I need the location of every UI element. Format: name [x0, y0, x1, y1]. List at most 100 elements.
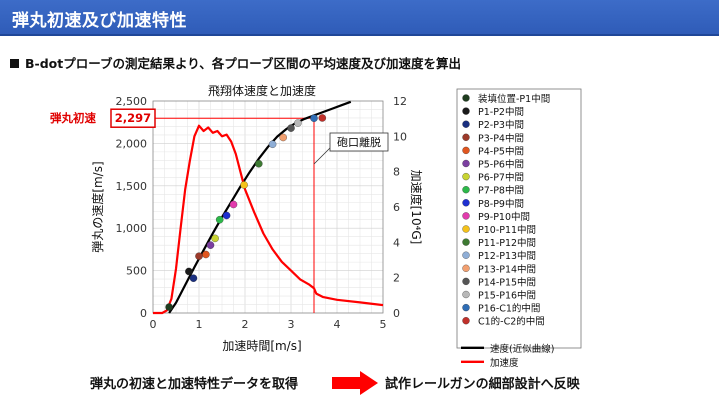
footer-left-text: 弾丸の初速と加速特性データを取得 — [90, 377, 299, 392]
legend-marker — [462, 133, 470, 141]
data-point — [206, 241, 215, 249]
legend-marker — [462, 251, 470, 259]
legend-label: P8-P9中間 — [478, 198, 524, 210]
x-tick-label: 2 — [242, 318, 249, 331]
legend-marker — [462, 186, 470, 194]
data-point — [195, 252, 203, 260]
x-tick-label: 1 — [196, 318, 203, 331]
data-point — [268, 140, 277, 148]
legend-label: P11-P12中間 — [478, 237, 536, 249]
legend-label: P16-C1的中間 — [478, 303, 540, 315]
legend-label: P7-P8中間 — [478, 185, 524, 197]
y-axis-label: 弾丸の速度[m/s] — [90, 161, 105, 252]
legend-label: P6-P7中間 — [478, 172, 524, 184]
legend-marker — [462, 212, 470, 220]
legend-marker — [462, 264, 470, 272]
legend-marker — [462, 238, 470, 246]
y-tick-label: 2,000 — [116, 137, 148, 150]
y-tick-labels: 0 500 1,000 1,500 2,000 2,500 — [116, 95, 148, 320]
data-point — [240, 181, 248, 189]
data-point — [222, 211, 231, 220]
y2-tick-labels: 0 2 4 6 8 10 12 — [393, 95, 407, 320]
title-bar: 弾丸初速及び加速特性 — [0, 0, 719, 36]
x-axis-label: 加速時間[m/s] — [222, 339, 301, 353]
x-tick-label: 0 — [150, 318, 157, 331]
data-point — [255, 160, 263, 168]
x-tick-label: 5 — [380, 318, 387, 331]
legend-marker — [462, 120, 470, 128]
y-tick-label: 1,500 — [116, 180, 148, 193]
legend-label: C1的-C2的中間 — [478, 316, 545, 328]
initial-velocity-label: 弾丸初速 — [50, 111, 96, 125]
footer-right-text: 試作レールガンの細部設計へ反映 — [385, 377, 580, 392]
footer: 弾丸の初速と加速特性データを取得 試作レールガンの細部設計へ反映 — [0, 371, 719, 395]
data-point — [215, 215, 224, 224]
legend-label: P2-P3中間 — [478, 119, 524, 131]
data-point — [165, 303, 173, 311]
data-point — [279, 133, 287, 142]
y2-tick-label: 6 — [393, 201, 400, 214]
series-line — [168, 100, 352, 314]
y-tick-label: 2,500 — [116, 95, 148, 108]
y2-tick-label: 2 — [393, 272, 400, 285]
legend-label: 装填位置-P1中間 — [478, 93, 550, 105]
y2-axis-label: 加速度[10⁴G] — [409, 170, 424, 245]
legend-marker — [462, 199, 470, 207]
muzzle-exit-box — [329, 132, 389, 152]
subtitle: B-dotプローブの測定結果より、各プローブ区間の平均速度及び加速度を算出 — [10, 53, 461, 72]
plot-area-frame — [152, 100, 384, 314]
data-point — [202, 250, 210, 259]
legend-label: P1-P2中間 — [478, 106, 524, 118]
x-tick-label: 3 — [288, 318, 295, 331]
page-title: 弾丸初速及び加速特性 — [12, 11, 187, 31]
legend-label: P14-P15中間 — [478, 276, 536, 288]
initial-velocity-value: 2,297 — [115, 111, 151, 125]
x-tick-labels: 0 1 2 3 4 5 — [150, 318, 387, 331]
legend-marker — [462, 290, 470, 299]
legend-label: P12-P13中間 — [478, 250, 536, 262]
legend-frame — [456, 88, 582, 349]
y-tick-label: 0 — [140, 307, 147, 320]
data-point — [287, 124, 295, 132]
y2-tick-label: 4 — [393, 236, 400, 249]
legend-marker — [462, 172, 470, 181]
data-point — [211, 234, 219, 243]
legend-label: P5-P6中間 — [478, 159, 524, 171]
legend-label: 速度(近似曲線) — [490, 343, 554, 355]
annotations: 弾丸初速 2,297 砲口離脱 — [50, 108, 389, 165]
legend-marker — [462, 303, 470, 312]
subtitle-text: B-dotプローブの測定結果より、各プローブ区間の平均速度及び加速度を算出 — [25, 56, 461, 71]
chart-title: 飛翔体速度と加速度 — [208, 83, 316, 98]
legend-label: P13-P14中間 — [478, 263, 536, 275]
series-line — [153, 124, 384, 315]
legend-marker — [462, 317, 470, 325]
legend-label: 加速度 — [490, 357, 519, 369]
y2-tick-label: 0 — [393, 307, 400, 320]
legend-label: P9-P10中間 — [478, 211, 530, 223]
data-point — [318, 114, 327, 122]
annotation-lines — [118, 117, 315, 313]
chart-lines — [153, 100, 384, 315]
legend-marker — [462, 277, 470, 286]
legend-label: P3-P4中間 — [478, 132, 524, 144]
initial-velocity-value-box — [110, 108, 156, 128]
y2-tick-label: 8 — [393, 166, 400, 179]
square-bullet-icon — [10, 59, 19, 68]
data-point — [189, 274, 198, 282]
data-point — [294, 119, 302, 127]
y2-tick-label: 12 — [393, 95, 407, 108]
y-tick-label: 500 — [126, 265, 147, 278]
x-tick-label: 4 — [334, 318, 341, 331]
legend-marker — [462, 146, 470, 155]
data-point — [185, 267, 193, 276]
data-point — [229, 200, 238, 209]
data-point — [310, 114, 318, 122]
chart-points — [165, 114, 327, 311]
legend-label: P4-P5中間 — [478, 145, 524, 157]
y-tick-label: 1,000 — [116, 222, 148, 235]
muzzle-exit-label: 砲口離脱 — [337, 135, 381, 149]
legend-marker — [462, 94, 470, 102]
legend-label: P15-P16中間 — [478, 290, 536, 302]
